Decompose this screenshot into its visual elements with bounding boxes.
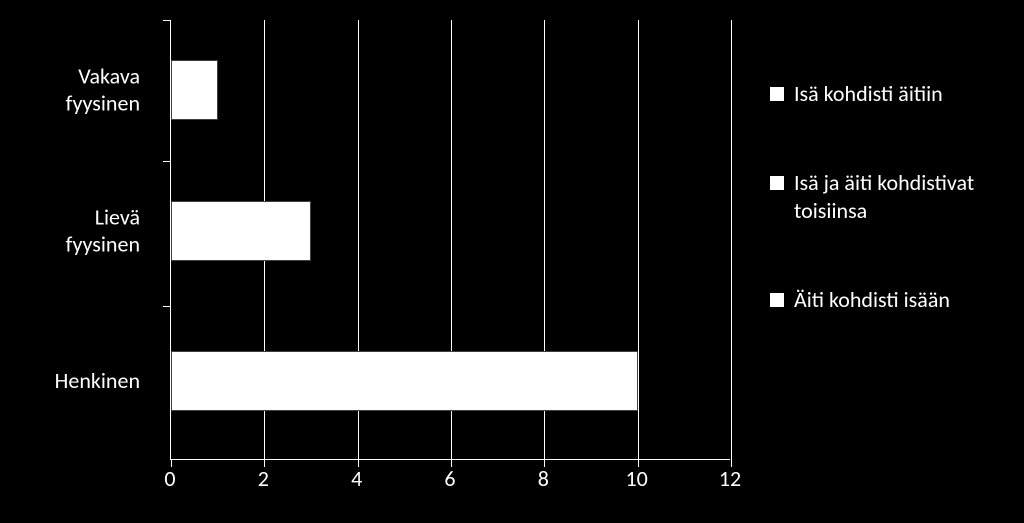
gridline	[638, 20, 639, 459]
y-tick	[163, 161, 171, 162]
bar	[171, 60, 218, 120]
legend-label: Äiti kohdisti isään	[794, 286, 1010, 315]
x-tick-label: 4	[351, 465, 362, 492]
legend-swatch	[770, 176, 784, 190]
y-category-label: Lieväfyysinen	[0, 205, 140, 258]
x-tick-label: 2	[258, 465, 269, 492]
y-tick	[163, 306, 171, 307]
x-tick-label: 12	[719, 465, 741, 492]
plot-area	[170, 20, 730, 460]
legend-swatch	[770, 293, 784, 307]
x-tick-label: 0	[164, 465, 175, 492]
legend-label: Isä kohdisti äitiin	[794, 80, 1010, 109]
legend: Isä kohdisti äitiin Isä ja äiti kohdisti…	[770, 80, 1010, 374]
x-tick-label: 10	[626, 465, 648, 492]
legend-swatch	[770, 87, 784, 101]
y-tick	[163, 20, 171, 21]
gridline	[731, 20, 732, 459]
legend-item: Isä kohdisti äitiin	[770, 80, 1010, 109]
y-category-label: Henkinen	[0, 368, 140, 394]
legend-item: Äiti kohdisti isään	[770, 286, 1010, 315]
y-category-label: Vakavafyysinen	[0, 64, 140, 117]
bar	[171, 351, 638, 411]
legend-item: Isä ja äiti kohdistivat toisiinsa	[770, 169, 1010, 226]
bar	[171, 201, 311, 261]
chart-container: Henkinen Lieväfyysinen Vakavafyysinen 0 …	[0, 0, 1024, 523]
x-tick-label: 8	[538, 465, 549, 492]
legend-label: Isä ja äiti kohdistivat toisiinsa	[794, 169, 1010, 226]
x-tick-label: 6	[444, 465, 455, 492]
